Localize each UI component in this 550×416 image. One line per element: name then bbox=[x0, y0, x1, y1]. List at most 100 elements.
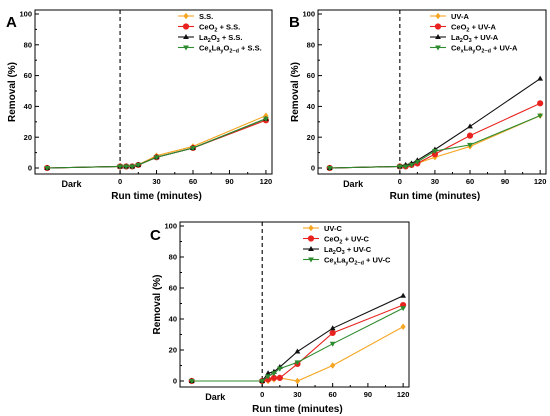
legend-label-part: + S.S. bbox=[220, 33, 243, 42]
x-tick-label: 30 bbox=[293, 390, 301, 399]
y-tick-label: 20 bbox=[24, 133, 32, 142]
x-tick-label: 30 bbox=[431, 177, 439, 186]
legend-label-part: La bbox=[212, 43, 222, 52]
data-point bbox=[265, 374, 271, 380]
x-tick-label: 90 bbox=[501, 177, 509, 186]
legend-label: S.S. bbox=[199, 12, 213, 21]
y-tick-label: 80 bbox=[24, 40, 32, 49]
data-point bbox=[276, 366, 283, 372]
y-axis-title: Removal (%) bbox=[290, 62, 301, 122]
legend-label-part: y bbox=[472, 48, 476, 54]
legend-label: CeO2 + UV-A bbox=[451, 22, 497, 33]
legend-marker bbox=[308, 224, 314, 232]
dark-label: Dark bbox=[343, 179, 364, 189]
legend: S.S.CeO2 + S.S.La2O3 + S.S.CexLayO2−d + … bbox=[178, 12, 262, 54]
legend-label-part: x bbox=[461, 48, 465, 54]
legend-marker bbox=[435, 12, 441, 20]
x-axis-title: Run time (minutes) bbox=[390, 191, 481, 202]
legend-label-part: 2 bbox=[460, 38, 463, 44]
legend-label: CexLayO2−d + UV-A bbox=[451, 43, 518, 54]
legend-label-part: + UV-C bbox=[345, 245, 372, 254]
series-line bbox=[191, 295, 404, 382]
legend-marker bbox=[307, 235, 315, 242]
legend-label-part: + UV-C bbox=[342, 234, 369, 243]
legend-label-part: 2−d bbox=[354, 260, 364, 266]
data-point bbox=[294, 360, 301, 366]
legend-label-part: 2 bbox=[214, 27, 217, 33]
data-point bbox=[153, 155, 160, 161]
legend-label-part: La bbox=[199, 33, 209, 42]
data-point bbox=[467, 123, 473, 129]
y-tick-label: 20 bbox=[307, 133, 315, 142]
y-tick-label: 60 bbox=[24, 71, 32, 80]
data-point bbox=[263, 116, 269, 122]
legend-label-part: Ce bbox=[324, 255, 334, 264]
data-point bbox=[265, 370, 271, 376]
series-line bbox=[47, 118, 267, 169]
legend-label: UV-C bbox=[324, 224, 343, 233]
y-tick-label: 100 bbox=[19, 10, 32, 19]
legend-label-part: Ce bbox=[199, 43, 209, 52]
y-axis-title: Removal (%) bbox=[7, 62, 18, 122]
legend-marker bbox=[183, 12, 189, 20]
legend-label-part: La bbox=[464, 43, 474, 52]
dark-label: Dark bbox=[61, 179, 82, 189]
legend-label: CeO2 + S.S. bbox=[199, 22, 240, 33]
legend-label-part: x bbox=[209, 48, 213, 54]
y-tick-label: 60 bbox=[169, 284, 177, 293]
legend-marker bbox=[435, 45, 441, 51]
legend-label-part: La bbox=[451, 33, 461, 42]
legend-label-part: Ce bbox=[451, 43, 461, 52]
legend-label-part: x bbox=[334, 260, 338, 266]
x-tick-label: 0 bbox=[260, 390, 264, 399]
legend-label-part: O bbox=[211, 33, 217, 42]
legend-label-part: CeO bbox=[451, 22, 467, 31]
y-tick-label: 80 bbox=[307, 40, 315, 49]
legend-marker bbox=[183, 34, 189, 39]
data-point bbox=[326, 166, 333, 171]
data-point bbox=[329, 325, 336, 331]
plot-frame bbox=[317, 9, 547, 175]
legend-label-part: S.S. bbox=[199, 12, 213, 21]
data-point bbox=[276, 374, 283, 381]
panel-letter: A bbox=[6, 14, 17, 31]
data-point bbox=[408, 162, 415, 168]
legend-label-part: y bbox=[345, 260, 349, 266]
legend-label-part: 2 bbox=[466, 27, 469, 33]
x-tick-label: 0 bbox=[398, 177, 402, 186]
legend-label-part: CeO bbox=[324, 234, 340, 243]
series-line bbox=[191, 326, 404, 382]
x-tick-label: 90 bbox=[225, 177, 233, 186]
data-point bbox=[402, 164, 409, 170]
data-point bbox=[396, 164, 403, 170]
y-tick-label: 80 bbox=[169, 253, 177, 262]
series-line bbox=[47, 118, 267, 169]
legend-label-part: O bbox=[475, 43, 481, 52]
legend-label: UV-A bbox=[451, 12, 470, 21]
legend-label: La2O3 + UV-C bbox=[324, 245, 372, 256]
data-point bbox=[329, 329, 336, 337]
data-point bbox=[400, 323, 406, 330]
y-tick-label: 0 bbox=[311, 164, 315, 173]
legend-label: CeO2 + UV-C bbox=[324, 234, 370, 245]
series-line bbox=[47, 119, 267, 169]
data-point bbox=[117, 164, 123, 170]
legend-label-part: + S.S. bbox=[239, 43, 262, 52]
legend-label-part: y bbox=[220, 48, 224, 54]
legend-marker bbox=[308, 246, 314, 251]
legend-label: CexLayO2−d + UV-C bbox=[324, 255, 391, 266]
legend-label-part: O bbox=[223, 43, 229, 52]
legend-label-part: 2 bbox=[333, 250, 336, 256]
legend-label: CexLayO2−d + S.S. bbox=[199, 43, 262, 54]
data-point bbox=[294, 348, 301, 354]
plot-frame bbox=[34, 9, 273, 175]
data-point bbox=[330, 362, 336, 369]
x-tick-label: 0 bbox=[118, 177, 122, 186]
x-tick-label: 120 bbox=[260, 177, 273, 186]
legend-label-part: La bbox=[324, 245, 334, 254]
data-point bbox=[537, 113, 544, 119]
x-tick-label: 90 bbox=[364, 390, 372, 399]
